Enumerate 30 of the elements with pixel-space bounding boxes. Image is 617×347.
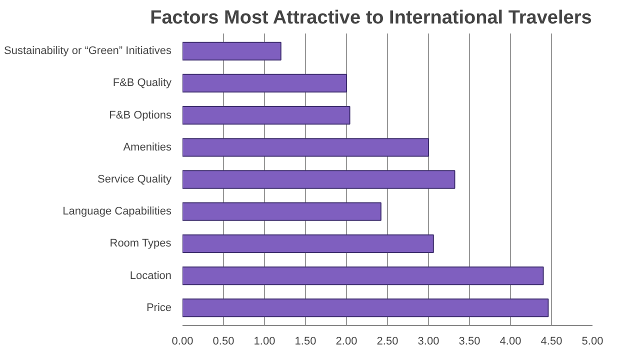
x-tick-label: 2.00 [336, 336, 358, 347]
y-tick-label: Price [146, 302, 172, 314]
x-tick-label: 1.50 [294, 336, 316, 347]
bar [182, 74, 347, 93]
bar [182, 234, 434, 253]
x-tick-label: 1.00 [254, 336, 276, 347]
x-tick-label: 0.50 [212, 336, 234, 347]
x-tick-label: 0.00 [172, 336, 194, 347]
bar [182, 202, 382, 221]
bar [182, 106, 350, 125]
y-tick-label: F&B Options [109, 109, 172, 122]
y-tick-label: Room Types [110, 238, 172, 250]
bar [182, 266, 544, 286]
y-tick-label: F&B Quality [112, 77, 172, 90]
x-tick-label: 3.50 [458, 336, 480, 347]
x-tick-label: 4.50 [540, 336, 562, 347]
bar [182, 298, 549, 318]
x-tick-label: 5.00 [582, 336, 604, 347]
y-tick-label: Amenities [123, 141, 172, 154]
y-tick-label: Service Quality [98, 174, 172, 186]
bar [182, 170, 456, 189]
y-tick-label: Location [130, 270, 172, 282]
bar [182, 138, 429, 157]
chart-title: Factors Most Attractive to International Travelers [150, 8, 592, 28]
x-tick-label: 2.50 [376, 336, 398, 347]
bar [182, 42, 282, 60]
x-tick-label: 3.00 [418, 336, 440, 347]
x-tick-label: 4.00 [500, 336, 522, 347]
y-tick-label: Sustainability or “Green” Initiatives [4, 45, 172, 58]
y-tick-label: Language Capabilities [62, 206, 172, 218]
